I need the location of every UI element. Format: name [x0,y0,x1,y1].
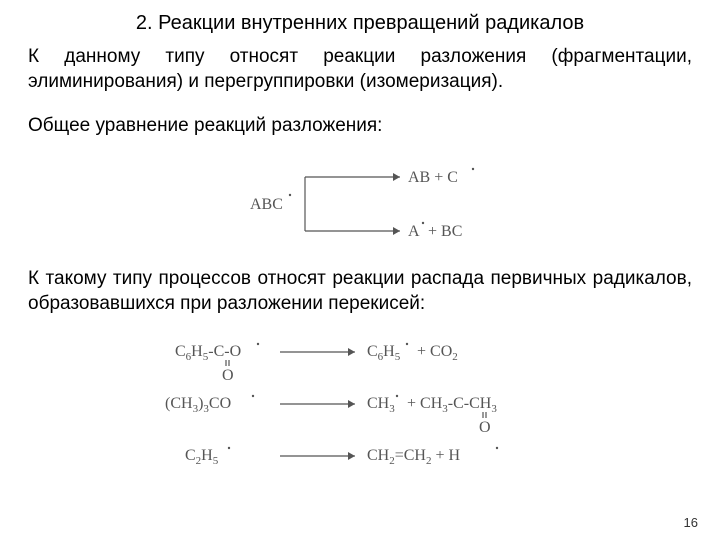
section-title: 2. Реакции внутренних превращений радика… [28,12,692,35]
svg-text:O: O [222,367,234,384]
paragraph-3: К такому типу процессов относят реакции … [28,267,692,316]
svg-text:C6H5: C6H5 [367,343,401,363]
svg-text:+ CH3-C-CH3: + CH3-C-CH3 [407,395,497,415]
svg-text:ABC: ABC [250,196,283,213]
svg-text:C6H5-C-O: C6H5-C-O [175,343,241,363]
scheme-1: ABC AB + C A + BC [210,159,510,249]
svg-text:A: A [408,223,420,240]
paragraph-2: Общее уравнение реакций разложения: [28,114,692,139]
svg-text:(CH3)3CO: (CH3)3CO [165,395,231,415]
page-number: 16 [684,515,698,530]
svg-text:C2H5: C2H5 [185,447,219,467]
svg-text:AB + C: AB + C [408,169,458,186]
svg-text:CH3: CH3 [367,395,395,415]
scheme-2: C6H5-C-O O C6H5 + CO2 (CH3)3CO CH3 + CH3… [145,336,575,476]
svg-text:+ CO2: + CO2 [417,343,458,363]
paragraph-1: К данному типу относят реакции разложени… [28,45,692,94]
svg-text:O: O [479,419,491,436]
svg-text:CH2=CH2 + H: CH2=CH2 + H [367,447,461,467]
svg-text:+ BC: + BC [428,223,462,240]
